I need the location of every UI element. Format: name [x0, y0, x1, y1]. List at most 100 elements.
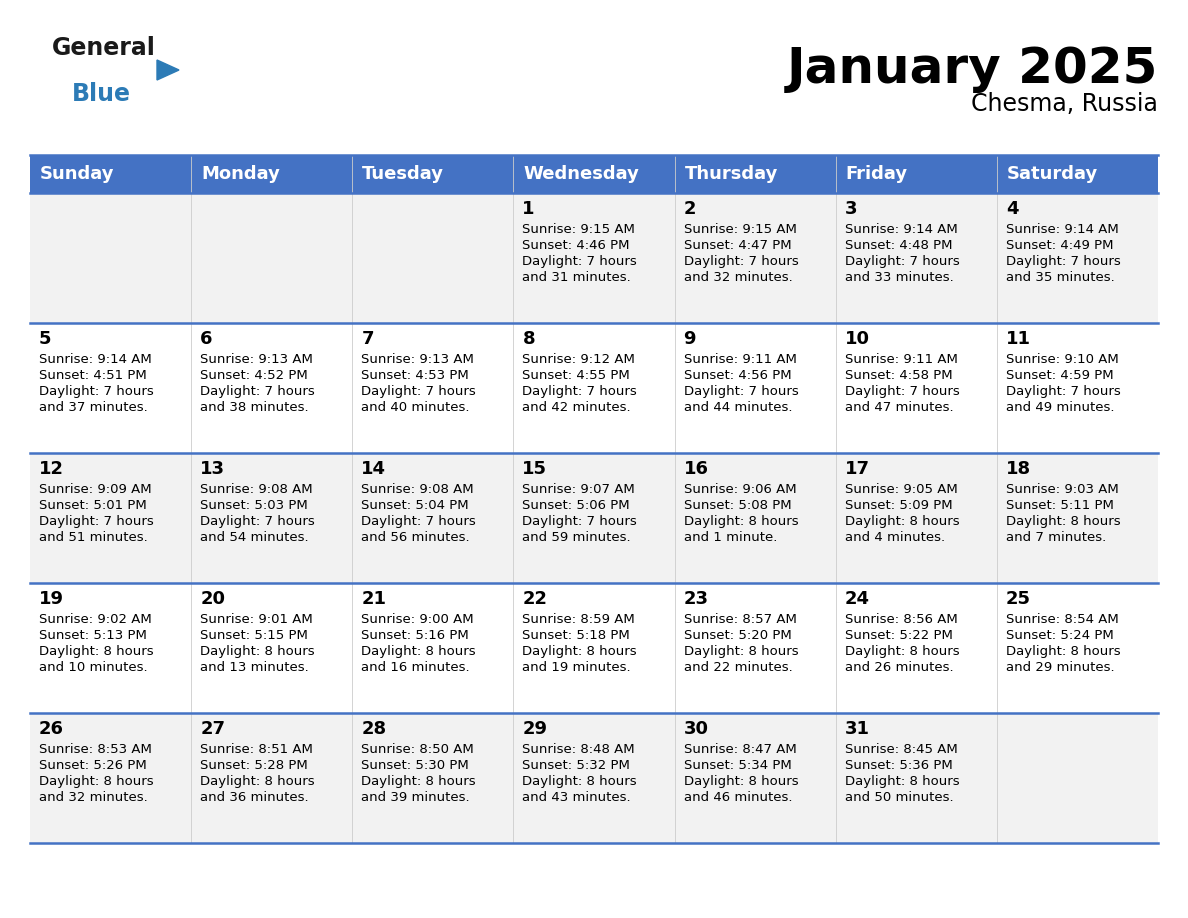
- Text: Monday: Monday: [201, 165, 280, 183]
- Text: and 7 minutes.: and 7 minutes.: [1006, 531, 1106, 544]
- Text: Sunset: 4:51 PM: Sunset: 4:51 PM: [39, 369, 147, 382]
- Text: and 31 minutes.: and 31 minutes.: [523, 271, 631, 284]
- Text: Sunset: 4:49 PM: Sunset: 4:49 PM: [1006, 239, 1113, 252]
- Text: 11: 11: [1006, 330, 1031, 348]
- Text: Sunrise: 8:48 AM: Sunrise: 8:48 AM: [523, 743, 636, 756]
- Text: and 4 minutes.: and 4 minutes.: [845, 531, 944, 544]
- Text: and 47 minutes.: and 47 minutes.: [845, 401, 953, 414]
- Text: Sunrise: 9:01 AM: Sunrise: 9:01 AM: [200, 613, 312, 626]
- Text: and 32 minutes.: and 32 minutes.: [39, 791, 147, 804]
- Text: and 42 minutes.: and 42 minutes.: [523, 401, 631, 414]
- Text: 19: 19: [39, 590, 64, 608]
- Text: Sunset: 5:30 PM: Sunset: 5:30 PM: [361, 759, 469, 772]
- Text: 26: 26: [39, 720, 64, 738]
- Text: Sunrise: 9:07 AM: Sunrise: 9:07 AM: [523, 483, 636, 496]
- Text: 23: 23: [683, 590, 708, 608]
- Text: Sunrise: 9:13 AM: Sunrise: 9:13 AM: [361, 353, 474, 366]
- Text: Sunrise: 8:56 AM: Sunrise: 8:56 AM: [845, 613, 958, 626]
- Text: Chesma, Russia: Chesma, Russia: [971, 92, 1158, 116]
- Text: Sunset: 4:56 PM: Sunset: 4:56 PM: [683, 369, 791, 382]
- Text: Sunrise: 8:59 AM: Sunrise: 8:59 AM: [523, 613, 636, 626]
- Text: Tuesday: Tuesday: [362, 165, 444, 183]
- Text: Sunrise: 8:54 AM: Sunrise: 8:54 AM: [1006, 613, 1119, 626]
- Text: 8: 8: [523, 330, 535, 348]
- Text: Daylight: 8 hours: Daylight: 8 hours: [683, 515, 798, 528]
- Text: General: General: [52, 36, 156, 60]
- Text: 22: 22: [523, 590, 548, 608]
- Text: Sunrise: 8:51 AM: Sunrise: 8:51 AM: [200, 743, 312, 756]
- Text: Sunset: 5:28 PM: Sunset: 5:28 PM: [200, 759, 308, 772]
- Text: Sunset: 4:53 PM: Sunset: 4:53 PM: [361, 369, 469, 382]
- Text: Daylight: 8 hours: Daylight: 8 hours: [523, 645, 637, 658]
- Text: Sunrise: 9:00 AM: Sunrise: 9:00 AM: [361, 613, 474, 626]
- Text: and 37 minutes.: and 37 minutes.: [39, 401, 147, 414]
- Text: Sunset: 5:06 PM: Sunset: 5:06 PM: [523, 499, 630, 512]
- Text: Friday: Friday: [846, 165, 908, 183]
- Text: Sunday: Sunday: [40, 165, 114, 183]
- Text: and 49 minutes.: and 49 minutes.: [1006, 401, 1114, 414]
- Text: Daylight: 7 hours: Daylight: 7 hours: [39, 515, 153, 528]
- Text: and 39 minutes.: and 39 minutes.: [361, 791, 470, 804]
- Text: and 32 minutes.: and 32 minutes.: [683, 271, 792, 284]
- Text: Daylight: 7 hours: Daylight: 7 hours: [683, 385, 798, 398]
- Text: Daylight: 8 hours: Daylight: 8 hours: [39, 775, 153, 788]
- Text: Sunset: 5:13 PM: Sunset: 5:13 PM: [39, 629, 147, 642]
- Text: Daylight: 8 hours: Daylight: 8 hours: [845, 775, 960, 788]
- Text: Daylight: 7 hours: Daylight: 7 hours: [200, 515, 315, 528]
- Text: Sunset: 5:11 PM: Sunset: 5:11 PM: [1006, 499, 1113, 512]
- Text: 18: 18: [1006, 460, 1031, 478]
- Text: 4: 4: [1006, 200, 1018, 218]
- Text: 14: 14: [361, 460, 386, 478]
- Text: Sunset: 4:46 PM: Sunset: 4:46 PM: [523, 239, 630, 252]
- Text: Daylight: 8 hours: Daylight: 8 hours: [683, 775, 798, 788]
- Text: and 44 minutes.: and 44 minutes.: [683, 401, 792, 414]
- Text: Blue: Blue: [72, 82, 131, 106]
- Text: and 56 minutes.: and 56 minutes.: [361, 531, 470, 544]
- Text: Sunrise: 9:06 AM: Sunrise: 9:06 AM: [683, 483, 796, 496]
- Text: 1: 1: [523, 200, 535, 218]
- Text: January 2025: January 2025: [786, 45, 1158, 93]
- Text: 9: 9: [683, 330, 696, 348]
- Text: Sunrise: 9:12 AM: Sunrise: 9:12 AM: [523, 353, 636, 366]
- Text: Thursday: Thursday: [684, 165, 778, 183]
- Text: Sunrise: 9:09 AM: Sunrise: 9:09 AM: [39, 483, 152, 496]
- Text: Saturday: Saturday: [1007, 165, 1098, 183]
- Text: Sunrise: 9:08 AM: Sunrise: 9:08 AM: [361, 483, 474, 496]
- Text: Sunrise: 9:11 AM: Sunrise: 9:11 AM: [683, 353, 796, 366]
- Text: 12: 12: [39, 460, 64, 478]
- Text: Daylight: 8 hours: Daylight: 8 hours: [39, 645, 153, 658]
- Text: 2: 2: [683, 200, 696, 218]
- Polygon shape: [157, 60, 179, 80]
- Text: Daylight: 7 hours: Daylight: 7 hours: [200, 385, 315, 398]
- Text: 15: 15: [523, 460, 548, 478]
- Text: Daylight: 7 hours: Daylight: 7 hours: [523, 385, 637, 398]
- Bar: [30, 193, 1158, 323]
- Text: 10: 10: [845, 330, 870, 348]
- Text: Sunrise: 9:14 AM: Sunrise: 9:14 AM: [1006, 223, 1119, 236]
- Text: Sunset: 4:48 PM: Sunset: 4:48 PM: [845, 239, 953, 252]
- Text: Sunset: 5:15 PM: Sunset: 5:15 PM: [200, 629, 308, 642]
- Text: and 43 minutes.: and 43 minutes.: [523, 791, 631, 804]
- Text: Daylight: 8 hours: Daylight: 8 hours: [1006, 645, 1120, 658]
- Text: 28: 28: [361, 720, 386, 738]
- Text: Sunset: 5:16 PM: Sunset: 5:16 PM: [361, 629, 469, 642]
- Text: 16: 16: [683, 460, 708, 478]
- Text: Sunrise: 9:15 AM: Sunrise: 9:15 AM: [683, 223, 796, 236]
- Text: Daylight: 7 hours: Daylight: 7 hours: [845, 385, 960, 398]
- Bar: [30, 155, 1158, 193]
- Text: Sunset: 4:47 PM: Sunset: 4:47 PM: [683, 239, 791, 252]
- Text: Daylight: 8 hours: Daylight: 8 hours: [361, 645, 476, 658]
- Text: Sunrise: 9:15 AM: Sunrise: 9:15 AM: [523, 223, 636, 236]
- Text: Sunset: 5:36 PM: Sunset: 5:36 PM: [845, 759, 953, 772]
- Text: and 16 minutes.: and 16 minutes.: [361, 661, 470, 674]
- Text: and 35 minutes.: and 35 minutes.: [1006, 271, 1114, 284]
- Text: Daylight: 8 hours: Daylight: 8 hours: [361, 775, 476, 788]
- Text: Daylight: 8 hours: Daylight: 8 hours: [845, 645, 960, 658]
- Text: Sunset: 5:08 PM: Sunset: 5:08 PM: [683, 499, 791, 512]
- Text: and 22 minutes.: and 22 minutes.: [683, 661, 792, 674]
- Text: Sunset: 4:59 PM: Sunset: 4:59 PM: [1006, 369, 1113, 382]
- Text: Daylight: 8 hours: Daylight: 8 hours: [1006, 515, 1120, 528]
- Text: Sunrise: 9:11 AM: Sunrise: 9:11 AM: [845, 353, 958, 366]
- Text: Sunrise: 9:13 AM: Sunrise: 9:13 AM: [200, 353, 312, 366]
- Text: 27: 27: [200, 720, 226, 738]
